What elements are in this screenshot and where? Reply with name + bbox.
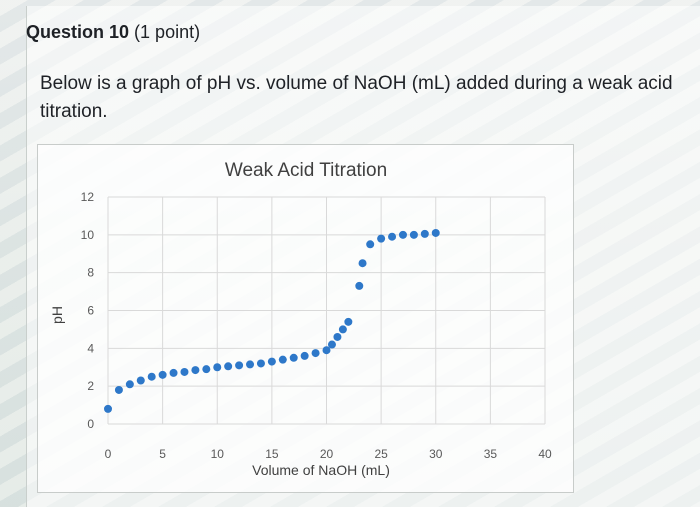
- y-tick-label: 4: [87, 341, 94, 355]
- data-point: [202, 365, 211, 374]
- data-point: [420, 229, 429, 238]
- data-point: [169, 368, 178, 377]
- data-point: [267, 357, 276, 366]
- data-point: [256, 359, 265, 368]
- data-point: [136, 376, 145, 385]
- data-point: [377, 234, 386, 243]
- question-number: Question 10: [26, 22, 130, 42]
- chart-container: Weak Acid Titration Volume of NaOH (mL) …: [37, 144, 574, 493]
- data-point: [235, 361, 244, 370]
- x-axis-label: Volume of NaOH (mL): [252, 462, 390, 478]
- y-tick-label: 8: [87, 266, 94, 280]
- data-point: [311, 349, 320, 358]
- x-tick-label: 35: [484, 447, 498, 461]
- y-axis-label: pH: [49, 306, 65, 324]
- x-tick-label: 15: [265, 447, 279, 461]
- x-tick-label: 30: [429, 447, 443, 461]
- x-tick-label: 5: [159, 447, 166, 461]
- y-tick-label: 2: [87, 379, 94, 393]
- y-tick-label: 6: [87, 304, 94, 318]
- chart-points: [104, 228, 440, 413]
- data-point: [322, 346, 331, 355]
- question-text: Below is a graph of pH vs. volume of NaO…: [40, 73, 673, 122]
- y-tick-label: 10: [81, 228, 95, 242]
- chart-title: Weak Acid Titration: [225, 160, 387, 181]
- y-tick-label: 0: [87, 417, 94, 431]
- x-tick-label: 20: [320, 447, 334, 461]
- data-point: [344, 317, 353, 326]
- data-point: [125, 380, 134, 389]
- x-tick-label: 10: [211, 447, 225, 461]
- x-tick-label: 40: [538, 447, 552, 461]
- data-point: [224, 362, 233, 371]
- data-point: [114, 385, 123, 394]
- data-point: [398, 230, 407, 239]
- data-point: [366, 240, 375, 249]
- data-point: [147, 372, 156, 381]
- data-point: [246, 360, 255, 369]
- data-point: [191, 366, 200, 375]
- data-point: [355, 281, 364, 290]
- data-point: [104, 404, 112, 413]
- data-point: [388, 232, 397, 241]
- data-point: [180, 367, 189, 376]
- x-tick-label: 0: [105, 447, 112, 461]
- question-header: Question 10 (1 point): [26, 22, 200, 43]
- data-point: [158, 370, 167, 379]
- x-tick-label: 25: [374, 447, 388, 461]
- titration-chart: Weak Acid Titration Volume of NaOH (mL) …: [49, 160, 552, 478]
- y-tick-label: 12: [81, 190, 95, 204]
- data-point: [338, 325, 347, 334]
- chart-tick-labels: 0 5 10 15 20 25 30 35 40 0 2 4 6 8 10 12: [81, 190, 552, 461]
- data-point: [213, 363, 222, 372]
- chart-grid: [107, 196, 546, 425]
- data-point: [289, 353, 298, 362]
- data-point: [327, 340, 336, 349]
- data-point: [409, 230, 418, 239]
- data-point: [358, 259, 367, 268]
- data-point: [333, 332, 342, 341]
- data-point: [278, 355, 287, 364]
- data-point: [300, 351, 309, 360]
- question-points: (1 point): [134, 22, 201, 42]
- data-point: [431, 228, 440, 237]
